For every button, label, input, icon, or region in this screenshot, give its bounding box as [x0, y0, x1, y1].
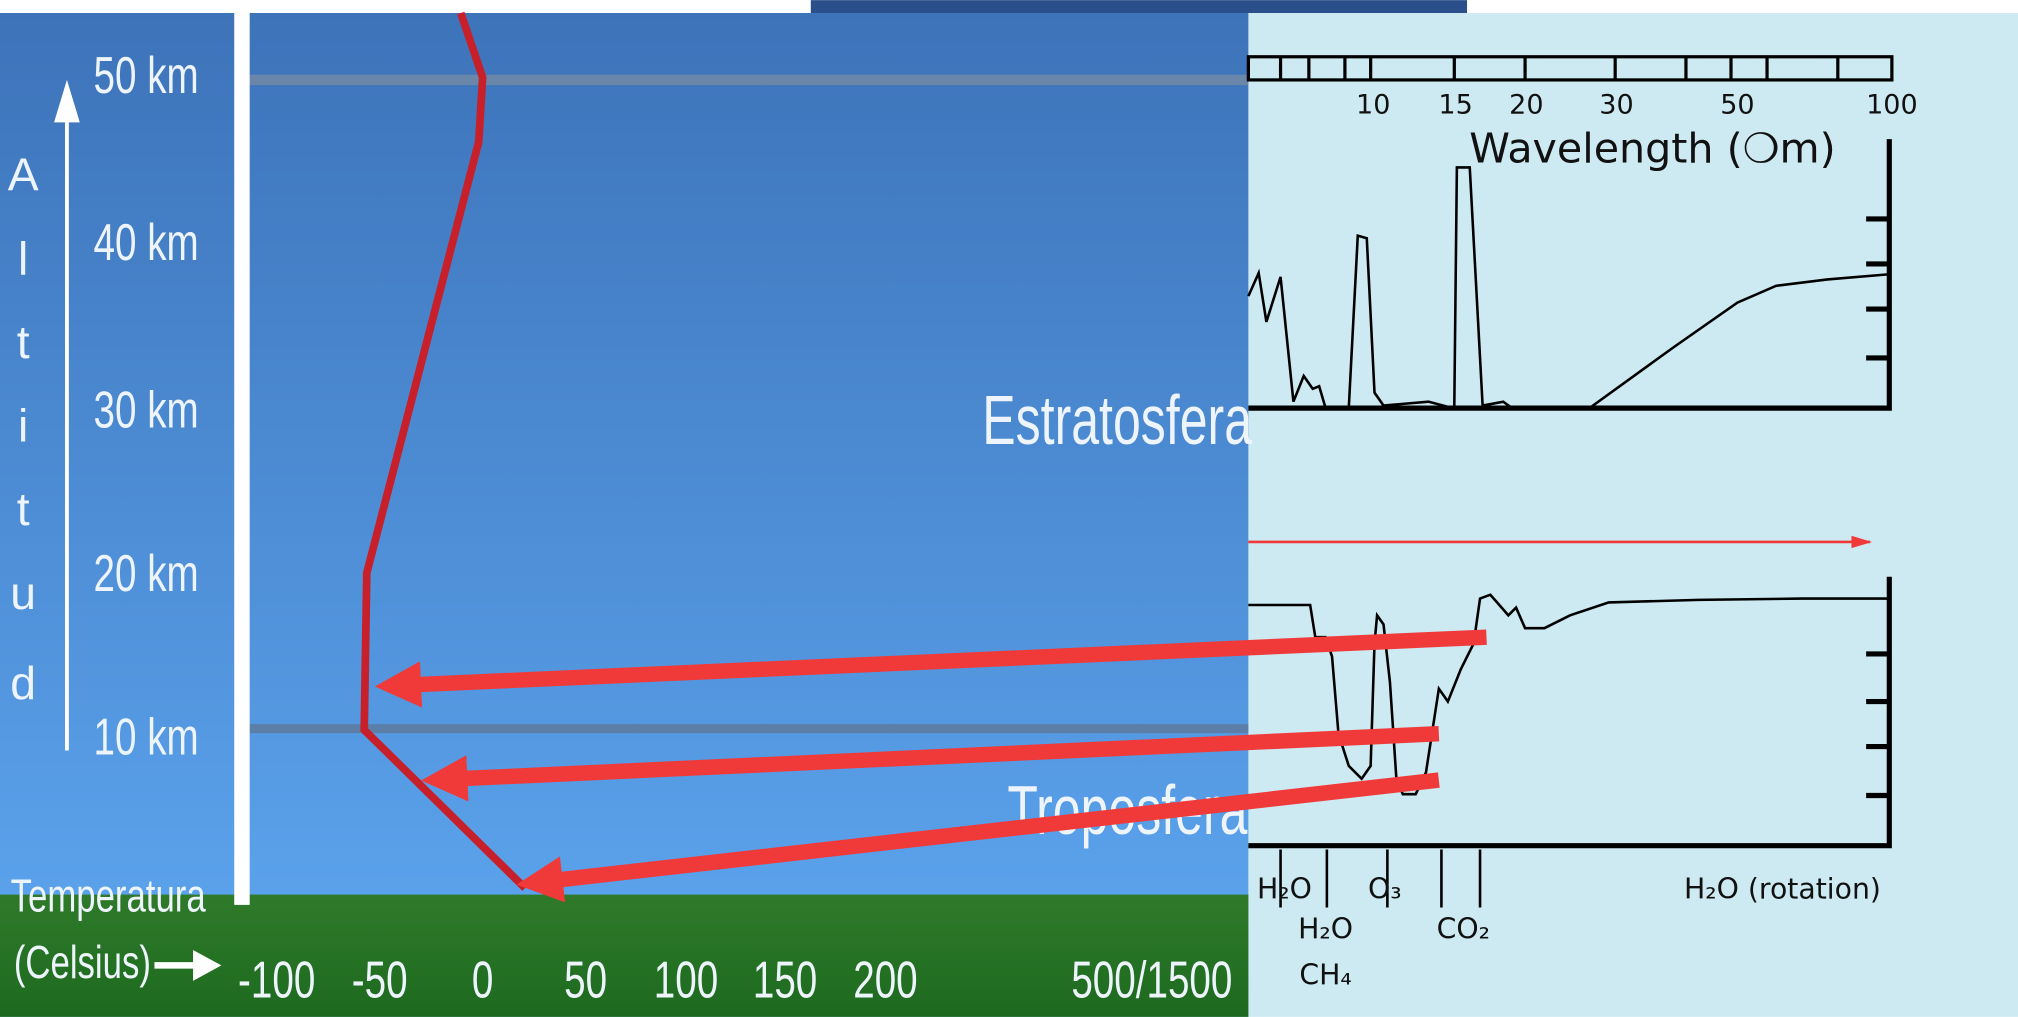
altitude-label: 10 km — [94, 708, 199, 766]
page: A l t i t u d 50 km 40 km 30 km 20 km 10… — [0, 0, 2018, 1017]
wavelength-tick: 15 — [1438, 89, 1472, 120]
temperature-title: Temperatura — [11, 869, 206, 921]
axis-letter: u — [10, 567, 36, 619]
molecule-label: CO₂ — [1437, 912, 1490, 945]
axis-letter: l — [18, 232, 28, 284]
altitude-bar — [234, 13, 249, 905]
wavelength-tick: 10 — [1356, 89, 1390, 120]
altitude-label: 40 km — [94, 214, 199, 272]
altitude-label: 50 km — [94, 46, 199, 104]
temperature-tick: 500/1500 — [1071, 951, 1232, 1009]
wavelength-title: Wavelength (❍m) — [1469, 124, 1835, 172]
molecule-label: H₂O (rotation) — [1684, 872, 1881, 905]
altitude-label: 30 km — [94, 381, 199, 439]
axis-letter: d — [10, 657, 36, 709]
axis-letter: i — [18, 400, 28, 452]
molecule-label: H₂O — [1257, 872, 1312, 905]
axis-letter: t — [17, 483, 30, 535]
wavelength-tick: 50 — [1720, 89, 1754, 120]
temperature-tick: -50 — [352, 951, 408, 1009]
slide: A l t i t u d 50 km 40 km 30 km 20 km 10… — [0, 0, 2018, 1017]
top-strip-deco — [811, 0, 1467, 13]
molecule-label: CH₄ — [1299, 959, 1351, 992]
temperature-tick: -100 — [238, 951, 315, 1009]
temperature-tick: 100 — [654, 951, 718, 1009]
temperature-tick: 200 — [853, 951, 917, 1009]
molecule-label: O₃ — [1368, 872, 1402, 905]
layer-label: Estratosfera — [982, 381, 1252, 459]
wavelength-tick: 100 — [1866, 89, 1918, 120]
temperature-tick: 150 — [753, 951, 817, 1009]
top-strip-right — [1467, 0, 2018, 13]
axis-letter: A — [8, 149, 39, 201]
wavelength-tick: 30 — [1599, 89, 1633, 120]
altitude-label: 20 km — [94, 544, 199, 602]
wavelength-tick: 20 — [1509, 89, 1543, 120]
temperature-tick: 50 — [564, 951, 607, 1009]
temperature-tick: 0 — [472, 951, 493, 1009]
temperature-title: (Celsius) — [14, 936, 151, 988]
molecule-label: H₂O — [1298, 912, 1353, 945]
axis-letter: t — [17, 316, 30, 368]
